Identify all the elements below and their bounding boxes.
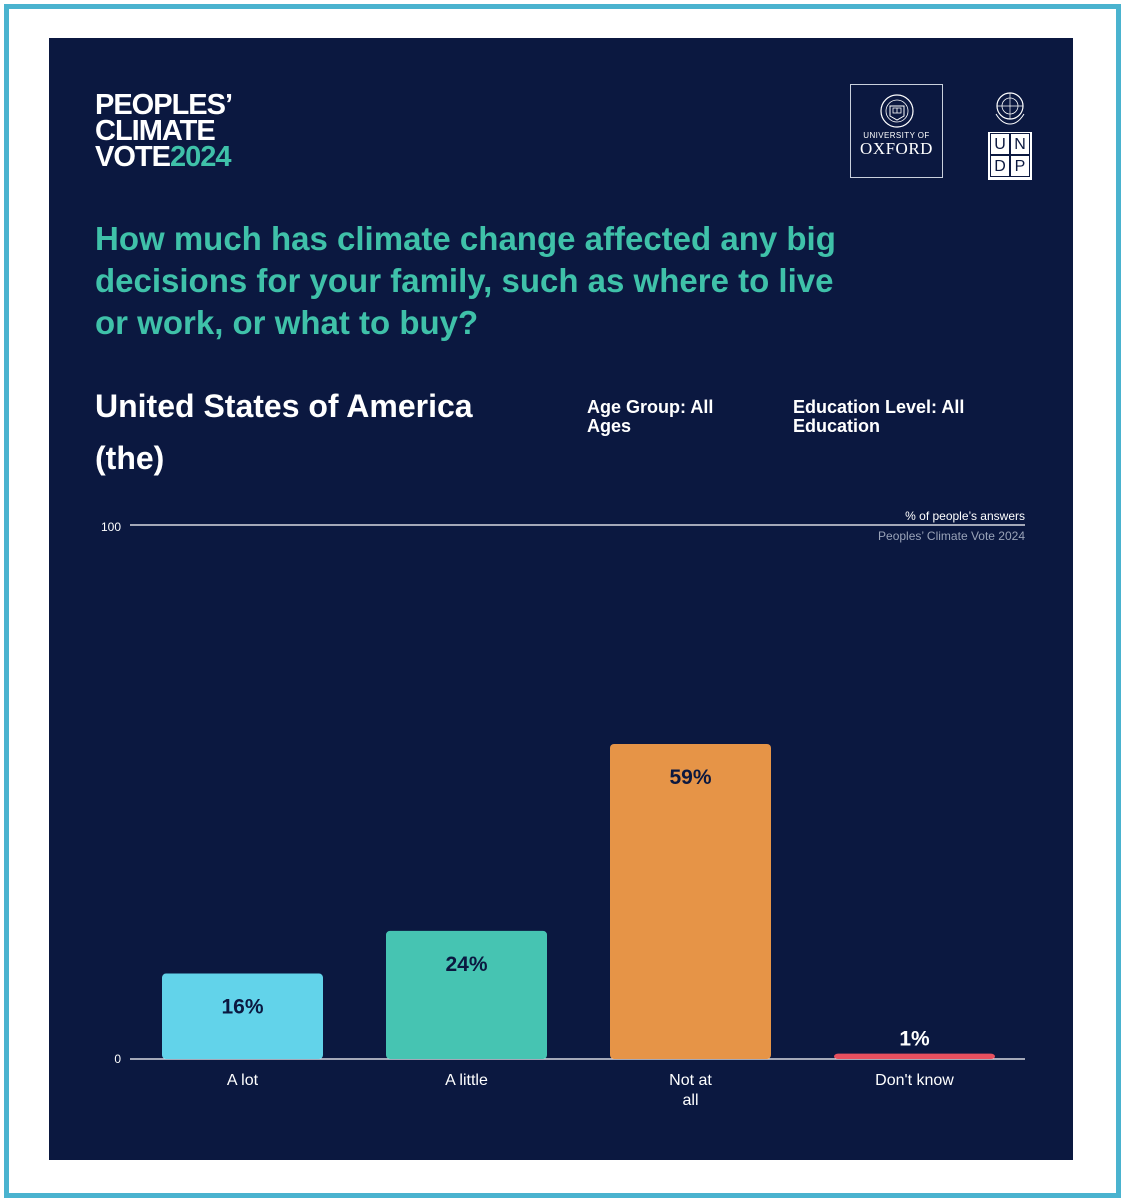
- unit-label: % of people’s answers: [905, 509, 1025, 523]
- category-label-a-lot: A lot: [227, 1072, 259, 1089]
- peoples-climate-vote-logo: PEOPLES’ CLIMATE VOTE2024: [95, 89, 233, 173]
- source-label: Peoples’ Climate Vote 2024: [878, 529, 1025, 543]
- oxford-crest-icon: [879, 94, 914, 128]
- bar-chart: 100 0 % of people’s answers Peoples’ Cli…: [101, 509, 1025, 1109]
- value-label-not-at-all: 59%: [669, 766, 711, 789]
- age-group-filter: Age Group: All Ages: [587, 397, 714, 436]
- category-label-not-at-all: Not at all: [669, 1072, 712, 1109]
- survey-question: How much has climate change affected any…: [95, 220, 836, 341]
- category-label-don-t-know: Don't know: [875, 1072, 954, 1089]
- un-emblem-icon: [988, 84, 1032, 132]
- bar-a-little: [386, 930, 547, 1059]
- value-label-a-little: 24%: [445, 953, 487, 976]
- bar-don-t-know: [834, 1053, 995, 1059]
- oxford-small-text: UNIVERSITY OF: [863, 131, 930, 140]
- undp-letter-d: D: [990, 155, 1010, 177]
- country-title: United States of America (the): [95, 388, 473, 476]
- undp-logo: U N D P: [988, 84, 1032, 180]
- y-tick-100: 100: [101, 520, 121, 534]
- undp-letter-u: U: [990, 133, 1010, 155]
- value-label-a-lot: 16%: [221, 996, 263, 1019]
- value-label-don-t-know: 1%: [899, 1028, 930, 1051]
- category-label-a-little: A little: [445, 1072, 488, 1089]
- education-level-filter: Education Level: All Education: [793, 397, 965, 436]
- oxford-big-text: OXFORD: [860, 139, 933, 158]
- bars-group: 16% A lot 24% A little 59% Not at all 1% Don't k…: [162, 743, 995, 1109]
- undp-letter-n: N: [1010, 133, 1030, 155]
- undp-letter-p: P: [1010, 155, 1030, 177]
- chart-panel: PEOPLES’ CLIMATE VOTE2024 UNIVERSITY OF …: [49, 38, 1073, 1160]
- bar-not-at-all: [610, 743, 771, 1059]
- oxford-logo: UNIVERSITY OF OXFORD: [850, 84, 943, 178]
- y-tick-0: 0: [114, 1052, 121, 1066]
- bar-a-lot: [162, 973, 323, 1059]
